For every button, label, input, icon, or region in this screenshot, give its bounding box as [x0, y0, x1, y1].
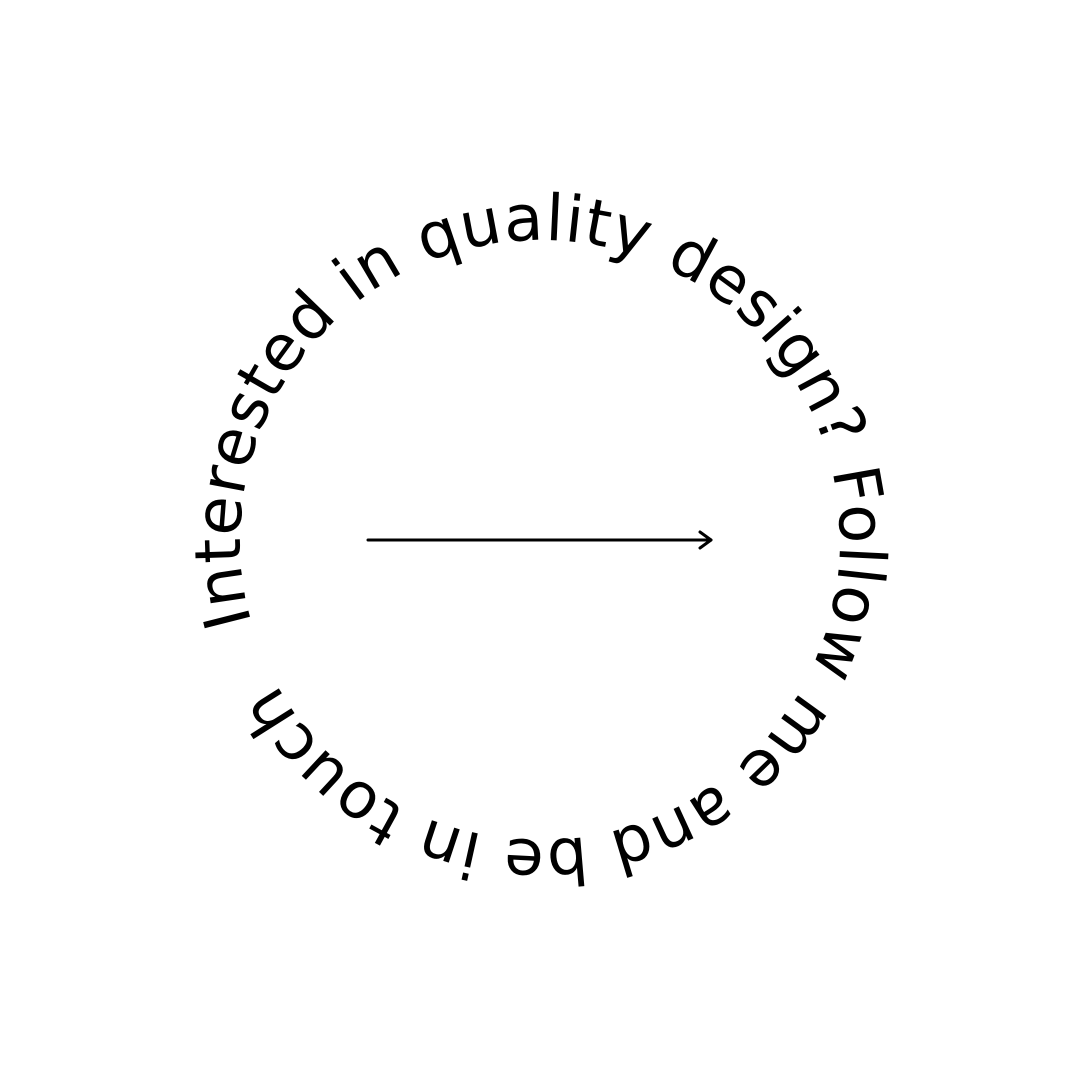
arrow-head: [698, 530, 713, 550]
right-arrow-icon[interactable]: [366, 530, 713, 550]
